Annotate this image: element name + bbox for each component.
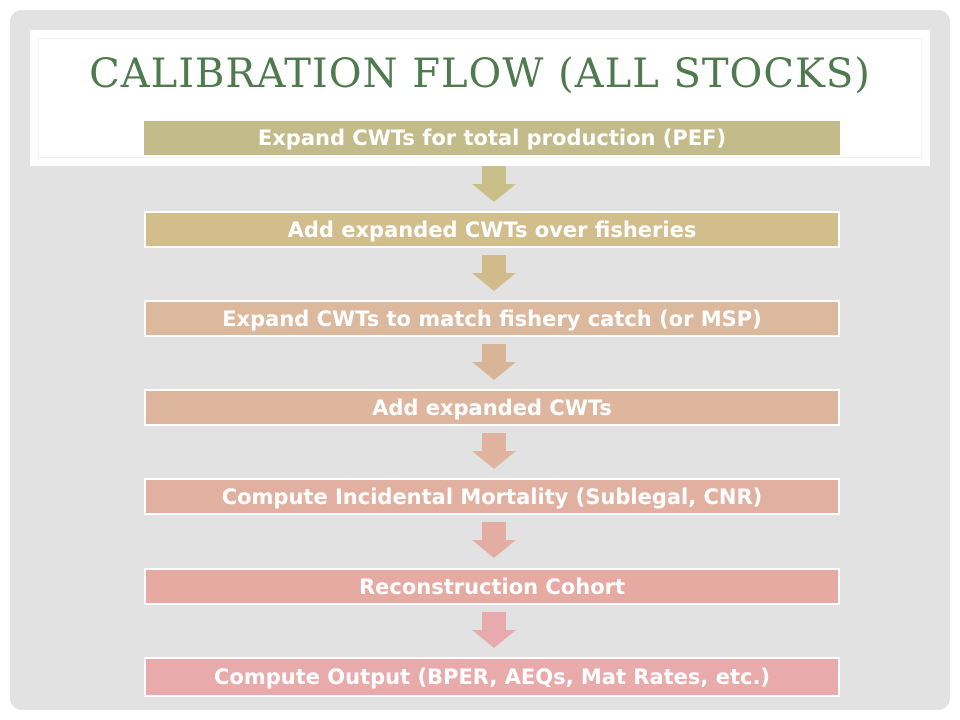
down-arrow-icon (472, 166, 516, 202)
flow-step-label: Compute Output (BPER, AEQs, Mat Rates, e… (213, 665, 771, 689)
flow-step-add-cwts-fisheries: Add expanded CWTs over fisheries (144, 211, 840, 248)
flow-step-label: Add expanded CWTs (372, 395, 612, 420)
flow-step-label: Expand CWTs to match fishery catch (or M… (222, 306, 762, 331)
flow-step-compute-output: Compute Output (BPER, AEQs, Mat Rates, e… (144, 657, 840, 697)
flow-step-expand-cwts-catch: Expand CWTs to match fishery catch (or M… (144, 300, 840, 337)
down-arrow-icon (472, 522, 516, 558)
title-panel-border (38, 38, 922, 158)
flow-step-incidental-mortality: Compute Incidental Mortality (Sublegal, … (144, 478, 840, 515)
flow-step-expand-cwts-pef: Expand CWTs for total production (PEF) (144, 121, 840, 155)
flow-step-label: Add expanded CWTs over fisheries (287, 217, 697, 242)
down-arrow-icon (472, 255, 516, 291)
flow-step-label: Expand CWTs for total production (PEF) (257, 126, 727, 150)
flow-step-label: Reconstruction Cohort (358, 574, 626, 599)
down-arrow-icon (472, 433, 516, 469)
flow-step-add-expanded-cwts: Add expanded CWTs (144, 389, 840, 426)
down-arrow-icon (472, 612, 516, 648)
slide-title: CALIBRATION FLOW (ALL STOCKS) (89, 51, 871, 97)
flow-step-reconstruction-cohort: Reconstruction Cohort (144, 568, 840, 605)
flow-step-label: Compute Incidental Mortality (Sublegal, … (221, 484, 763, 509)
down-arrow-icon (472, 344, 516, 380)
